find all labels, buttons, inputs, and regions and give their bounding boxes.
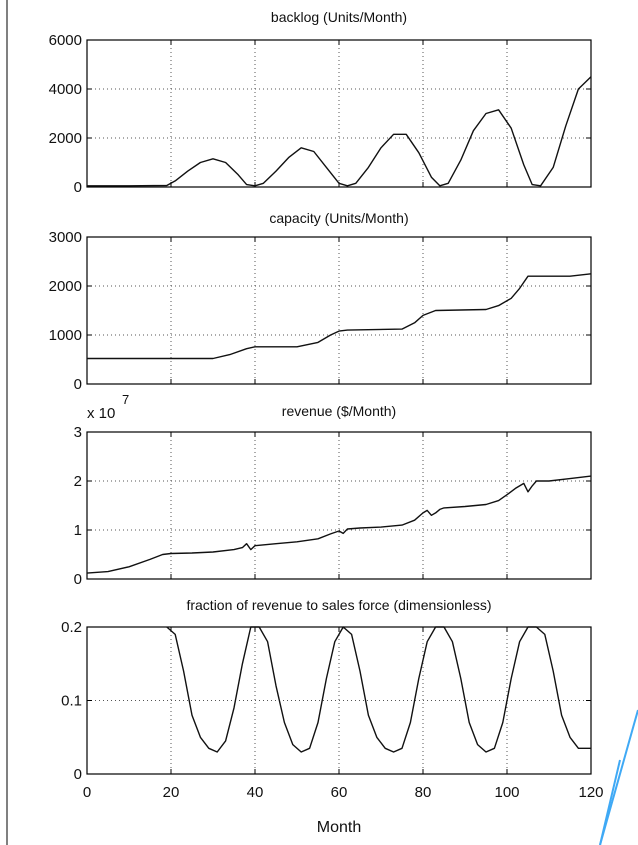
- y-tick-label: 0: [74, 376, 82, 393]
- x-tick-label: 20: [163, 784, 180, 801]
- subplot-1: backlog (Units/Month) 0 2000 4000 6000: [49, 9, 592, 196]
- y-tick-label: 3: [74, 424, 82, 441]
- corner-decoration-line: [599, 709, 638, 845]
- x-tick-label: 80: [415, 784, 432, 801]
- subplot-title: fraction of revenue to sales force (dime…: [186, 597, 491, 613]
- grid: [87, 237, 591, 384]
- series-line: [87, 273, 592, 360]
- y-tick-label: 1000: [49, 327, 82, 344]
- subplot-4: fraction of revenue to sales force (dime…: [61, 597, 603, 801]
- grid: [87, 627, 591, 774]
- grid: [87, 432, 591, 579]
- page-border-decoration: [6, 0, 638, 845]
- series-line: [87, 76, 592, 187]
- subplot-2: capacity (Units/Month) 0 1000 2000 3000: [49, 210, 592, 393]
- subplot-title: revenue ($/Month): [282, 403, 396, 419]
- x-tick-label: 120: [578, 784, 603, 801]
- x-tick-label: 60: [331, 784, 348, 801]
- y-tick-label: 0: [74, 571, 82, 588]
- y-exponent-label: x 10: [87, 405, 115, 422]
- y-tick-label: 1: [74, 522, 82, 539]
- y-tick-label: 0.2: [61, 619, 82, 636]
- subplot-title: backlog (Units/Month): [271, 9, 407, 25]
- subplot-panels: backlog (Units/Month)0200040006000capaci…: [49, 9, 604, 801]
- x-tick-label: 0: [83, 784, 91, 801]
- corner-decoration-line: [599, 759, 621, 845]
- y-tick-label: 2000: [49, 130, 82, 147]
- series-line: [166, 626, 591, 753]
- y-tick-label: 6000: [49, 32, 82, 49]
- subplot-title: capacity (Units/Month): [269, 210, 408, 226]
- y-tick-label: 3000: [49, 229, 82, 246]
- y-tick-label: 4000: [49, 81, 82, 98]
- series-line: [86, 475, 592, 574]
- y-tick-label: 2: [74, 473, 82, 490]
- subplot-3: revenue ($/Month) 0 1 2 3 x 10 7: [74, 392, 592, 588]
- x-axis-label: Month: [317, 819, 361, 836]
- x-tick-label: 100: [494, 784, 519, 801]
- x-tick-label: 40: [247, 784, 264, 801]
- y-tick-label: 0: [74, 766, 82, 783]
- y-exponent-power: 7: [122, 392, 129, 407]
- y-tick-label: 0.1: [61, 693, 82, 710]
- y-tick-label: 0: [74, 179, 82, 196]
- y-tick-label: 2000: [49, 278, 82, 295]
- grid: [87, 40, 591, 187]
